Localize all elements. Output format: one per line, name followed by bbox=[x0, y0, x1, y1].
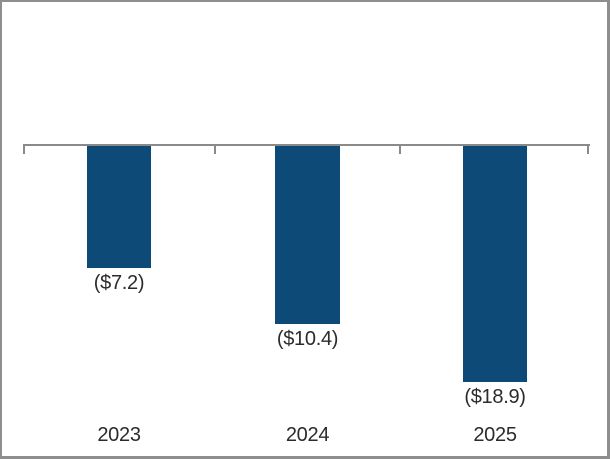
x-axis-baseline bbox=[24, 144, 590, 146]
data-label-2023: ($7.2) bbox=[93, 272, 145, 294]
x-axis-tick bbox=[587, 144, 589, 154]
category-label-2023: 2023 bbox=[97, 424, 141, 446]
x-axis-tick bbox=[23, 144, 25, 154]
category-label-2024: 2024 bbox=[285, 424, 330, 446]
x-axis-tick bbox=[399, 144, 401, 154]
category-label-2025: 2025 bbox=[473, 424, 517, 446]
x-axis-tick bbox=[214, 144, 216, 154]
data-label-2024: ($10.4) bbox=[276, 328, 339, 350]
bar-2025 bbox=[463, 146, 527, 382]
bar-2024 bbox=[275, 146, 340, 324]
bar-2023 bbox=[87, 146, 151, 268]
data-label-2025: ($18.9) bbox=[464, 386, 526, 408]
